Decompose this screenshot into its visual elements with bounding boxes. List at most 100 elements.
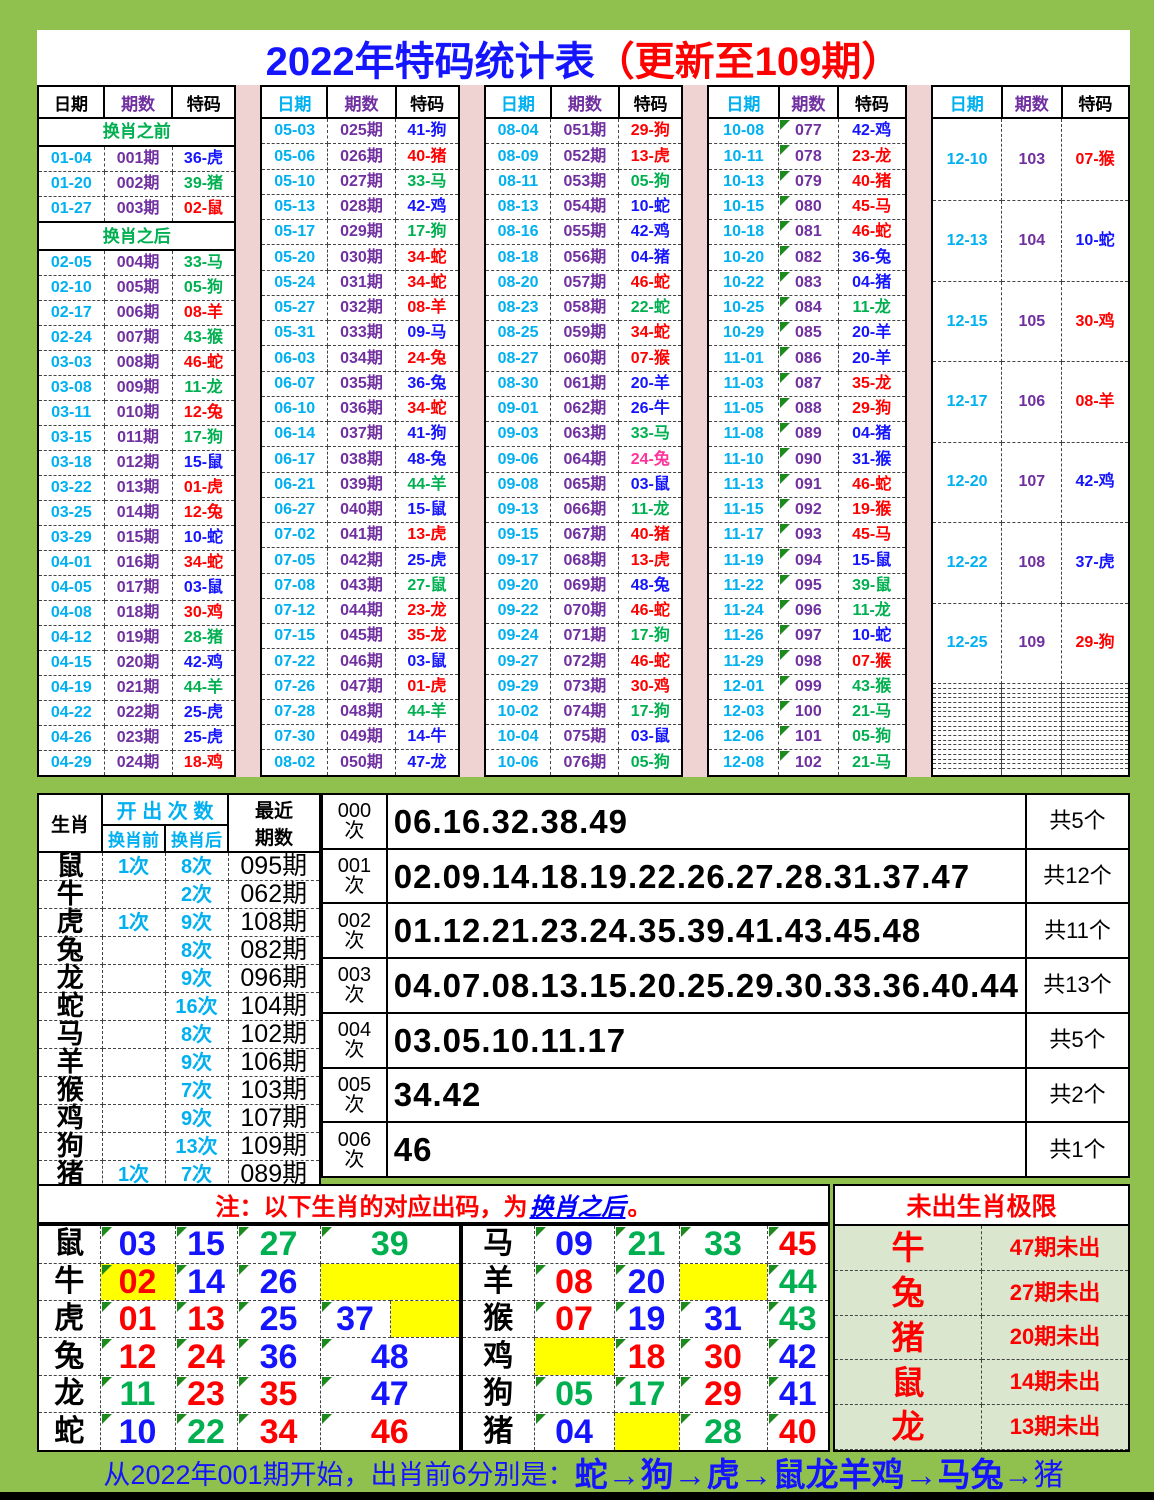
table-row: 06-17 038期 48-兔 [260,446,460,473]
code-cell: 10-蛇 [618,193,683,221]
code-cell: 01-虎 [394,673,460,700]
date-cell: 07-02 [260,522,328,549]
code-cell: 10-蛇 [837,623,907,650]
note-prefix: 注：以下生肖的对应出码，为 [215,1193,528,1221]
table-row: 07-15 045期 35-龙 [260,623,460,650]
column-header: 日期 [36,85,106,119]
date-cell: 09-24 [484,623,552,650]
zodiac-name-cell: 马 [37,1020,103,1049]
period-cell: 074期 [550,698,620,726]
date-cell: 10-20 [707,244,780,271]
code-cell: 04-猪 [837,269,907,296]
table-row: 04-29 024期 18-鸡 [37,749,236,777]
zodiac-stats-row: 马 8次 102期 [37,1020,321,1049]
table-row: 07-30 049期 14-牛 [260,724,460,751]
code-cell: 11-龙 [618,496,683,524]
after-count-cell: 13次 [164,1132,229,1161]
date-cell: 10-08 [707,117,780,145]
table-row: 换肖之后 [37,221,236,252]
date-cell: 07-15 [260,623,328,650]
period-cell: 030期 [326,244,397,271]
period-cell: 053期 [550,168,620,195]
date-cell: 04-05 [37,575,105,601]
note-link[interactable]: 换肖之后 [529,1193,626,1221]
period-cell: 024期 [103,749,173,777]
period-cell: 038期 [326,446,397,473]
empty-cell [1061,768,1130,777]
period-cell: 047期 [326,673,397,700]
grid-number-cell: 25 [236,1299,321,1339]
period-cell: 061期 [550,370,620,397]
grid-right-body: 马 09 21 33 45 羊 08 20 44 猴 07 19 31 43 鸡 18 30 42 狗 05 17 29 4… [461,1224,830,1452]
grid-number-cell: 05 [533,1374,615,1414]
code-cell: 13-虎 [618,143,683,170]
period-cell: 013期 [103,475,173,502]
date-cell: 04-22 [37,699,105,726]
date-cell: 12-13 [931,200,1003,282]
zodiac-stats-row: 虎 1次 9次 108期 [37,908,321,937]
table-row: 08-04 051期 29-狗 [484,117,683,145]
footer-prefix: 从2022年001期开始，出肖前6分别是： [103,1459,575,1490]
limit-row: 兔 27期未出 [833,1269,1130,1316]
code-cell: 24-兔 [394,345,460,372]
grid-number-cell: 33 [678,1224,768,1264]
period-cell: 085 [778,320,839,347]
date-cell: 06-03 [260,345,328,372]
table-row: 05-06 026期 40-猪 [260,143,460,170]
grid-number-cell: 15 [174,1224,238,1264]
numbers-cell: 46 [385,1121,1027,1178]
date-cell: 11-19 [707,547,780,574]
period-cell: 018期 [103,599,173,626]
date-cell: 09-15 [484,522,552,549]
grid-number-cell: 41 [766,1374,830,1414]
before-count-cell [101,1132,166,1161]
period-cell: 005期 [103,275,173,302]
before-count-cell: 1次 [101,908,166,937]
after-count-cell: 8次 [164,936,229,965]
limit-text-cell: 47期未出 [981,1224,1130,1271]
period-cell: 023期 [103,724,173,751]
grid-number-cell: 48 [319,1337,461,1376]
table-row: 12-22 108 37-虎 [931,522,1130,604]
code-cell: 34-蛇 [394,244,460,271]
table-row: 09-13 066期 11-龙 [484,496,683,524]
table-row: 10-29 085 20-羊 [707,320,907,347]
code-cell: 33-马 [618,421,683,448]
code-cell: 19-猴 [837,496,907,524]
table-row: 03-18 012期 15-鼠 [37,450,236,477]
date-cell: 06-14 [260,421,328,448]
table-row: 04-05 017期 03-鼠 [37,575,236,601]
count-group-row: 002次 01.12.21.23.24.35.39.41.43.45.48 共11个 [321,902,1131,960]
code-cell: 25-虎 [171,724,236,751]
table-row: 10-06 076期 05-狗 [484,749,683,777]
numbers-cell: 34.42 [385,1066,1027,1124]
table-separator [906,85,931,777]
grid-number-cell [389,1299,461,1339]
code-cell: 40-猪 [394,143,460,170]
column-header: 日期 [707,85,780,119]
table-row: 11-13 091 46-蛇 [707,471,907,498]
zodiac-name-cell: 鸡 [37,1104,103,1133]
period-cell: 004期 [103,249,173,277]
period-cell: 048期 [326,698,397,726]
limit-panel: 未出生肖极限 牛 47期未出兔 27期未出猪 20期未出鼠 14期未出龙 13期未出 [830,1184,1130,1452]
table-row: 03-25 014期 12-兔 [37,500,236,527]
table-row: 11-15 092 19-猴 [707,496,907,524]
period-cell: 098 [778,648,839,675]
code-cell: 27-鼠 [394,572,460,599]
period-cell: 017期 [103,575,173,601]
table-row: 02-10 005期 05-狗 [37,275,236,302]
code-cell: 09-马 [394,320,460,347]
lottery-table-4: 日期 期数 特码 10-08 077 42-鸡 10-11 078 23-龙 10-13 079 40… [707,85,907,777]
after-count-cell: 9次 [164,1048,229,1077]
period-cell: 042期 [326,547,397,574]
code-cell: 34-蛇 [394,395,460,423]
code-cell: 04-猪 [618,244,683,271]
period-cell: 081 [778,219,839,246]
date-cell: 08-23 [484,294,552,322]
period-cell: 106 [1001,361,1063,443]
count-label-cell: 001次 [321,847,388,905]
grid-number-cell: 37 [319,1299,391,1339]
date-cell: 11-29 [707,648,780,675]
title-suffix: （更新至109期） [594,39,902,84]
